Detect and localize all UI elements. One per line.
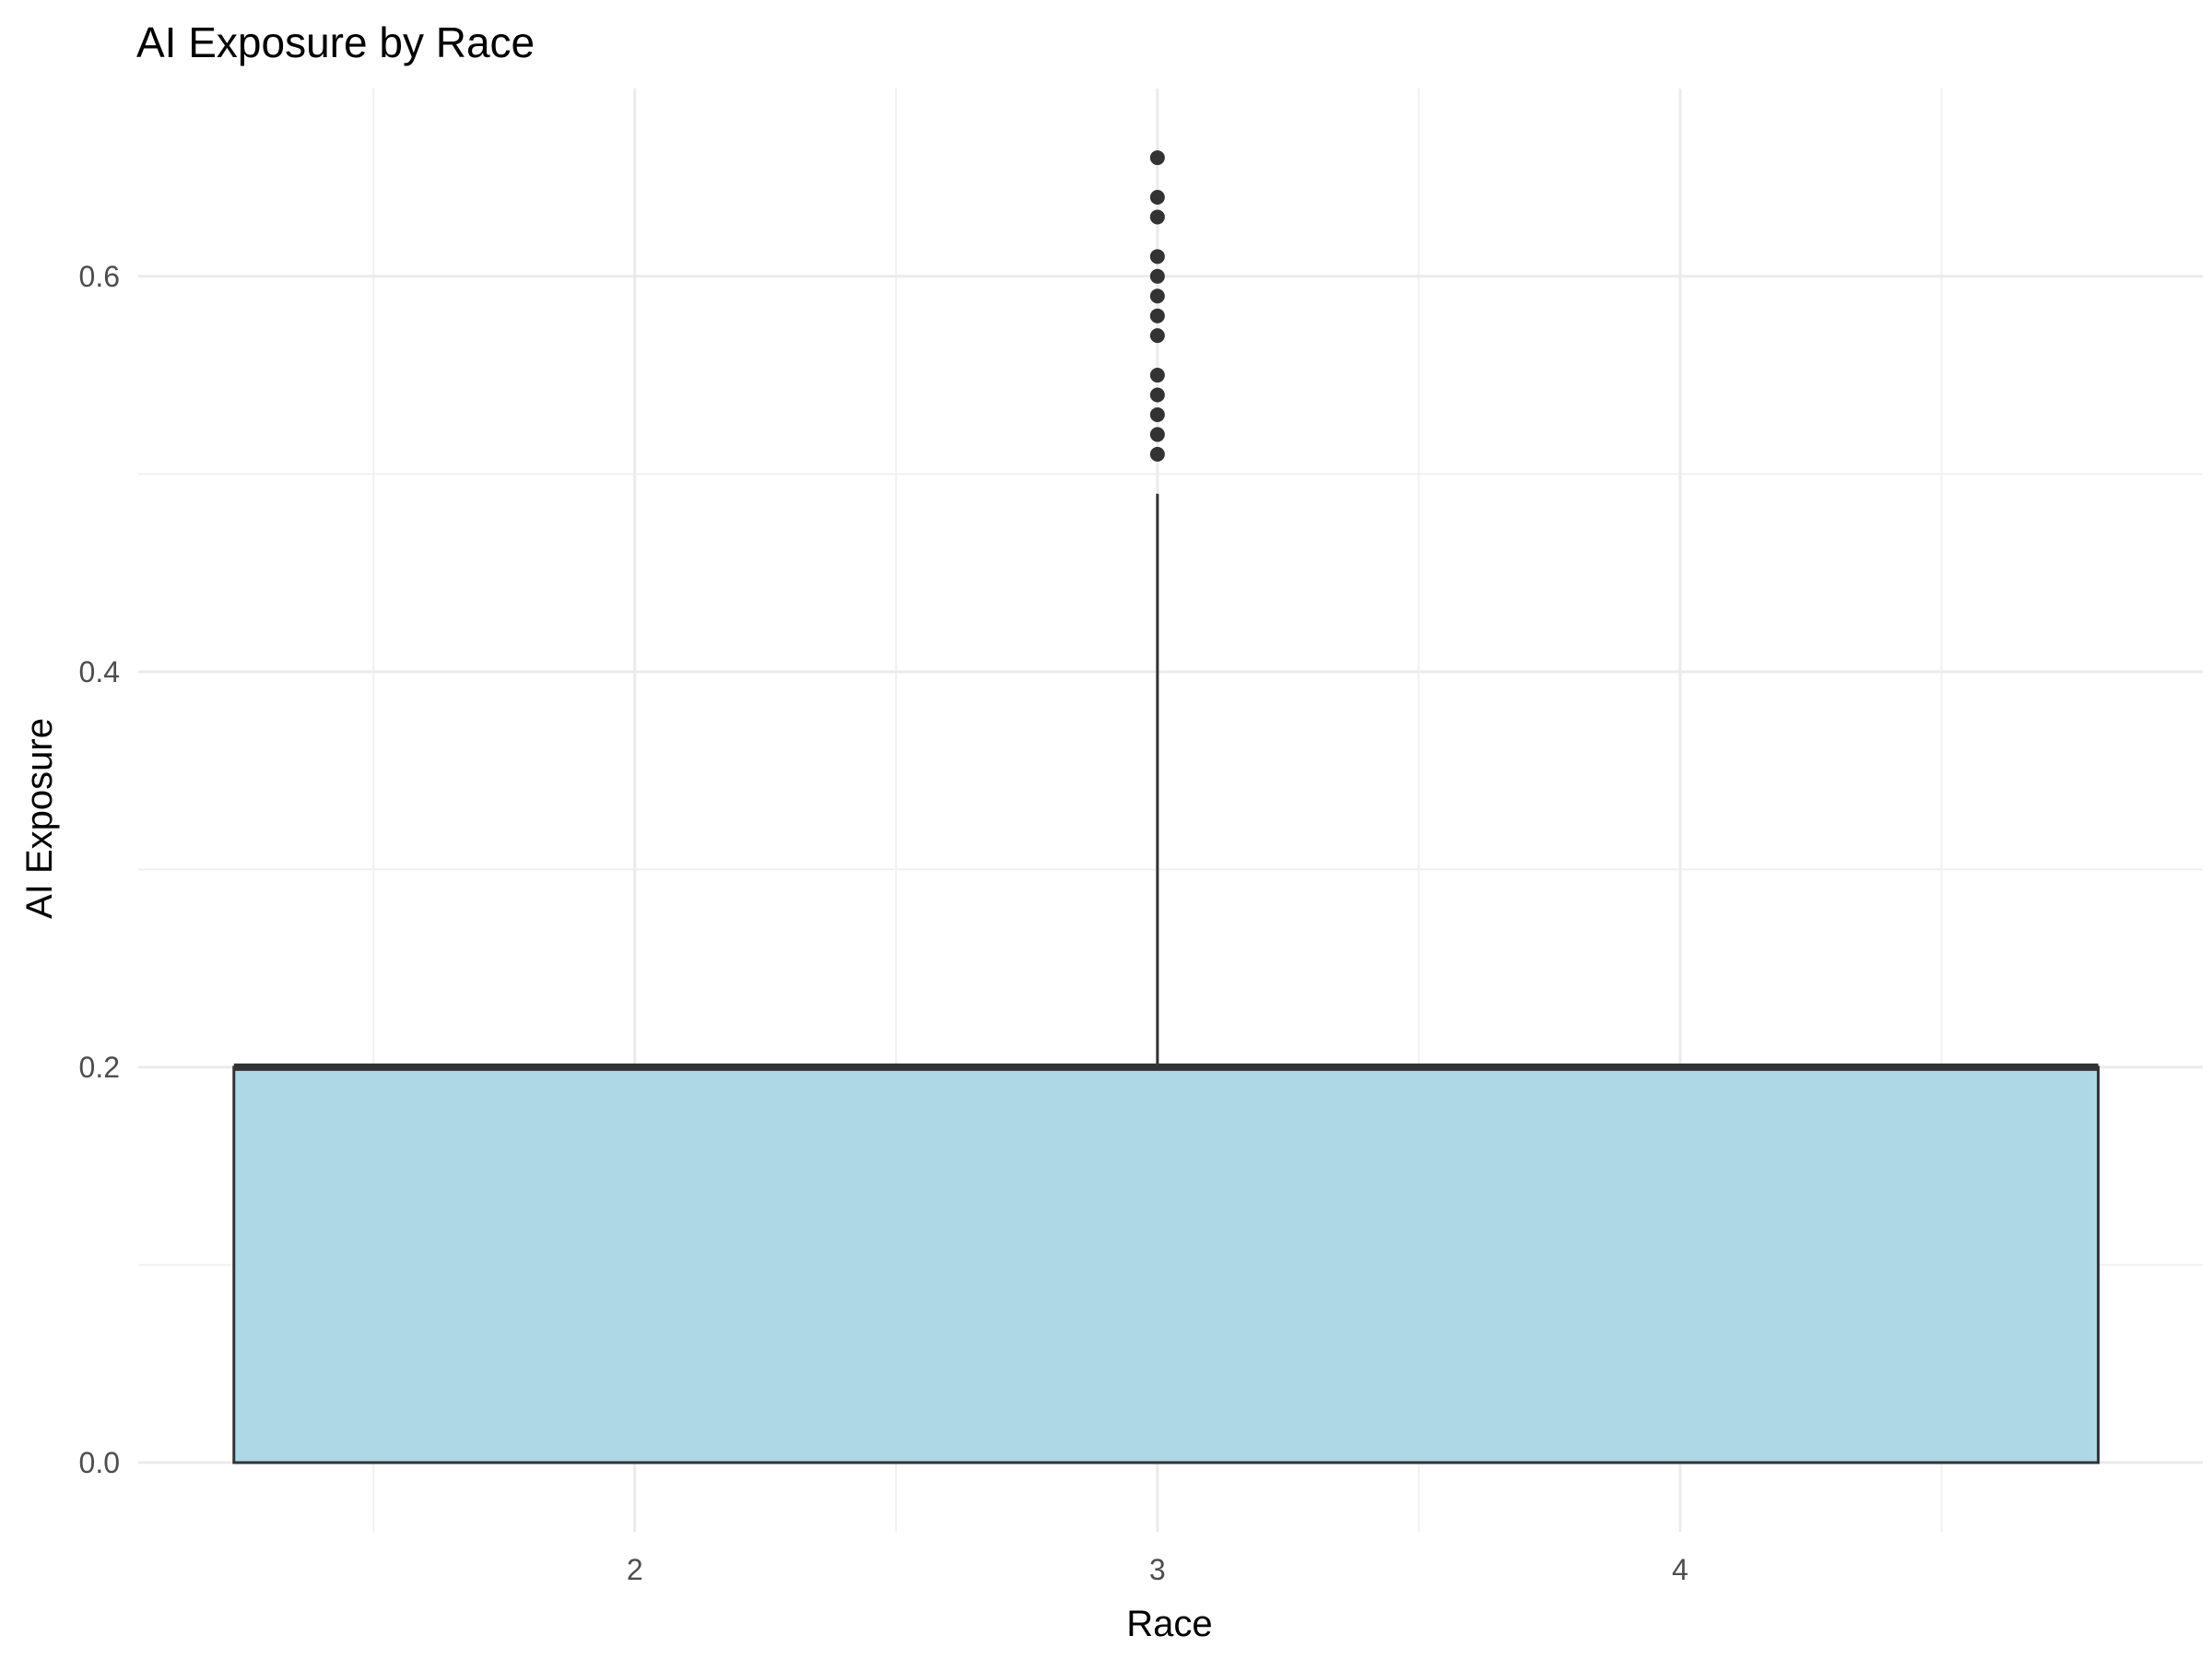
outlier-point bbox=[1149, 268, 1165, 284]
outlier-point bbox=[1149, 368, 1165, 383]
y-tick-label: 0.4 bbox=[79, 655, 120, 688]
outlier-point bbox=[1149, 446, 1165, 462]
x-axis-title: Race bbox=[1126, 1604, 1212, 1644]
x-axis-ticks: 2 3 4 bbox=[627, 1553, 1688, 1586]
box-plot bbox=[232, 150, 2100, 1465]
y-tick-label: 0.6 bbox=[79, 260, 120, 293]
chart-title: AI Exposure by Race bbox=[136, 18, 535, 66]
outlier-point bbox=[1149, 150, 1165, 166]
outlier-point bbox=[1149, 387, 1165, 403]
y-axis-title: AI Exposure bbox=[19, 718, 60, 919]
outlier-point bbox=[1149, 427, 1165, 442]
outlier-point bbox=[1149, 189, 1165, 205]
y-tick-label: 0.2 bbox=[79, 1051, 120, 1084]
y-axis-ticks: 0.0 0.2 0.4 0.6 bbox=[79, 260, 120, 1479]
x-tick-label: 4 bbox=[1672, 1553, 1688, 1586]
x-tick-label: 3 bbox=[1149, 1553, 1166, 1586]
x-tick-label: 2 bbox=[627, 1553, 643, 1586]
outlier-point bbox=[1149, 406, 1165, 422]
y-tick-label: 0.0 bbox=[79, 1446, 120, 1479]
outlier-point bbox=[1149, 308, 1165, 324]
box-iqr bbox=[232, 1065, 2100, 1465]
outlier-point bbox=[1149, 209, 1165, 225]
outlier-point bbox=[1149, 288, 1165, 304]
outlier-point bbox=[1149, 249, 1165, 265]
outlier-point bbox=[1149, 328, 1165, 344]
